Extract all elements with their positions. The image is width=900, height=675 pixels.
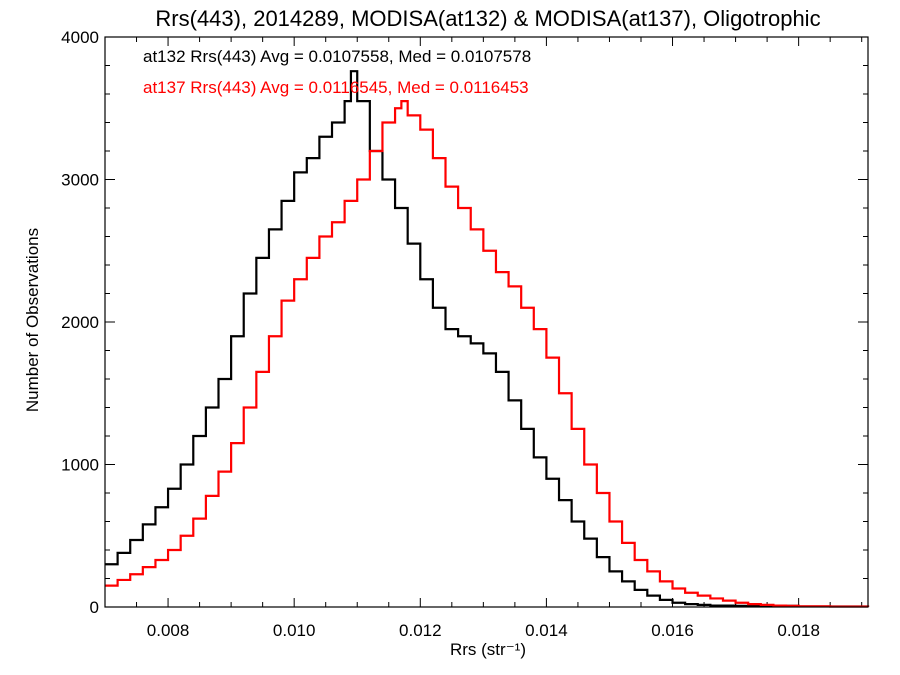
plot-frame bbox=[104, 36, 869, 608]
annotation-layer: at132 Rrs(443) Avg = 0.0107558, Med = 0.… bbox=[143, 47, 531, 97]
y-axis-label: Number of Observations bbox=[23, 228, 42, 412]
histogram-series-1 bbox=[105, 100, 870, 608]
x-axis-label: Rrs (str⁻¹) bbox=[450, 640, 526, 659]
x-tick-label: 0.010 bbox=[273, 621, 316, 640]
y-tick-label: 2000 bbox=[61, 313, 99, 332]
x-tick-label: 0.014 bbox=[525, 621, 568, 640]
axes-layer: 0.008 0.010 0.012 0.014 0.016 0.018 0 1000 2000 3… bbox=[61, 28, 868, 640]
stat-annotation-0: at132 Rrs(443) Avg = 0.0107558, Med = 0.… bbox=[143, 47, 531, 66]
chart-title: Rrs(443), 2014289, MODISA(at132) & MODIS… bbox=[155, 6, 820, 31]
stat-annotation-1: at137 Rrs(443) Avg = 0.0116545, Med = 0.… bbox=[143, 78, 529, 97]
histogram-series-0 bbox=[105, 70, 870, 608]
series-layer bbox=[105, 70, 870, 608]
x-tick-label: 0.018 bbox=[777, 621, 820, 640]
y-tick-label: 3000 bbox=[61, 171, 99, 190]
x-tick-label: 0.016 bbox=[651, 621, 694, 640]
y-tick-label: 0 bbox=[90, 598, 99, 617]
y-tick-label: 4000 bbox=[61, 28, 99, 47]
y-tick-label: 1000 bbox=[61, 456, 99, 475]
x-tick-label: 0.012 bbox=[399, 621, 442, 640]
x-tick-label: 0.008 bbox=[147, 621, 190, 640]
